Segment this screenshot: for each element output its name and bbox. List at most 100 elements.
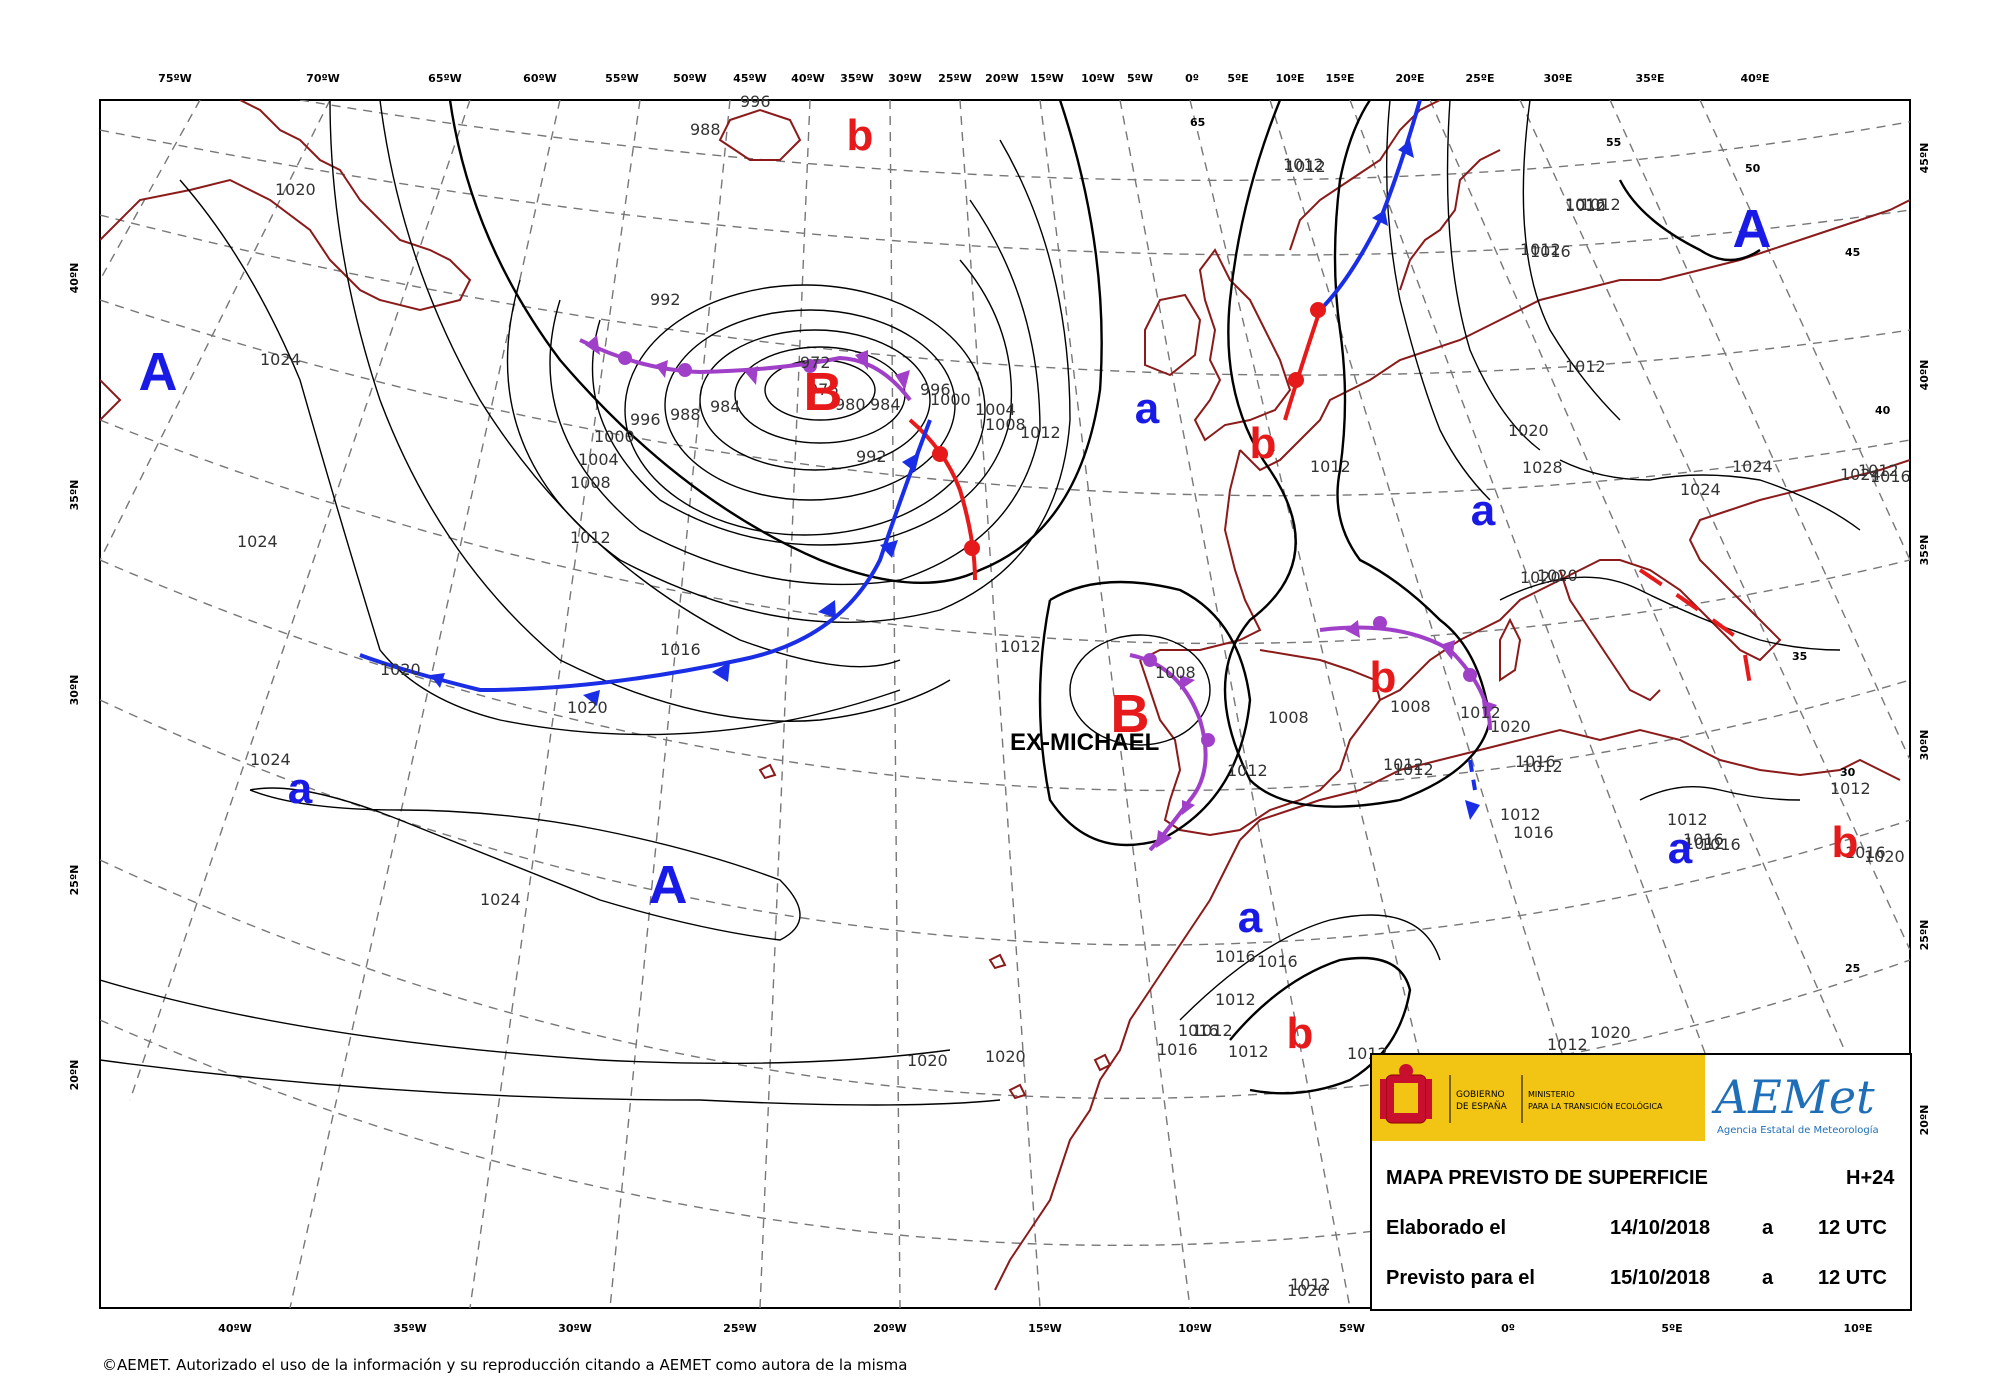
longitude-tick-bottom: 15ºW (1028, 1322, 1062, 1335)
longitude-tick-bottom: 5ºW (1339, 1322, 1365, 1335)
isobar-value-label: 1012 (1283, 155, 1324, 174)
top-longitude-ticks: 75ºW 70ºW 65ºW 60ºW 55ºW 50ºW 45ºW 40ºW 35ºW 30ºW… (158, 72, 1769, 85)
isobar-value-label: 1004 (975, 400, 1016, 419)
occluded-front (579, 338, 912, 402)
longitude-tick-bottom: 0º (1501, 1322, 1515, 1335)
latitude-label: 25 (1845, 962, 1860, 975)
isobar-value-label: 1008 (570, 473, 611, 492)
forecast-range: H+24 (1846, 1167, 1895, 1189)
longitude-tick-top: 40ºW (791, 72, 825, 85)
low-pressure-center: b (1832, 818, 1859, 867)
isobar-value-label: 1012 (1393, 760, 1434, 779)
cold-front (1468, 759, 1477, 791)
longitude-tick-top: 55ºW (605, 72, 639, 85)
longitude-tick-top: 75ºW (158, 72, 192, 85)
isobar-value-label: 1020 (1490, 717, 1531, 736)
svg-text:MINISTERIO: MINISTERIO (1528, 1090, 1575, 1099)
isobar-value-label: 1016 (1257, 952, 1298, 971)
isobar-value-label: 1012 (1310, 457, 1351, 476)
low-pressure-center: b (1250, 419, 1277, 468)
isobar-value-label: 1024 (260, 350, 301, 369)
isobar-value-label: 1020 (567, 698, 608, 717)
isobar-value-label: 996 (920, 380, 951, 399)
coat-of-arms-icon: GOBIERNO DE ESPAÑA MINISTERIO PARA LA TR… (1380, 1064, 1663, 1124)
latitude-tick-right: 45ºN (1918, 143, 1931, 174)
isobar-value-label: 1012 (1500, 805, 1541, 824)
high-pressure-center: A (1733, 199, 1772, 259)
isobar-value-label: 988 (670, 405, 701, 424)
isobar-value-label: 1012 (1000, 637, 1041, 656)
warm-front (1283, 309, 1322, 421)
isobar-value-label: 1012 (1285, 157, 1326, 176)
longitude-tick-bottom: 10ºW (1178, 1322, 1212, 1335)
latitude-tick-left: 20ºN (68, 1060, 81, 1091)
isobar-value-label: 1012 (1020, 423, 1061, 442)
isobar-value-label: 1020 (275, 180, 316, 199)
latitude-tick-right: 40ºN (1918, 360, 1931, 391)
latitude-tick-right: 20ºN (1918, 1105, 1931, 1136)
isobar-value-label: 1012 (1520, 240, 1561, 259)
isobar-value-label: 1000 (594, 427, 635, 446)
isobar-value-label: 1012 (1830, 779, 1871, 798)
isobar-value-label: 1012 (570, 528, 611, 547)
longitude-tick-bottom: 40ºW (218, 1322, 252, 1335)
cold-front (359, 419, 932, 693)
isobar-value-label: 1016 (1157, 1040, 1198, 1059)
isobar-value-label: 1016 (1845, 843, 1886, 862)
isobar-value-label: 1008 (1155, 663, 1196, 682)
isobar-value-label: 1020 (1287, 1281, 1328, 1300)
longitude-tick-top: 35ºW (840, 72, 874, 85)
elaborated-label: Elaborado el (1386, 1217, 1507, 1239)
longitude-tick-top: 25ºE (1465, 72, 1494, 85)
aemet-logo-text: AEMet (1711, 1070, 1875, 1124)
isobar-value-label: 1012 (1565, 357, 1606, 376)
bottom-longitude-ticks: 40ºW 35ºW 30ºW 25ºW 20ºW 15ºW 10ºW 5ºW 0º 5ºE 10ºE (218, 1322, 1872, 1335)
isobar-value-label: 1012 (1228, 1042, 1269, 1061)
latitude-tick-left: 35ºN (68, 480, 81, 511)
right-latitude-ticks: 45ºN 40ºN 35ºN 30ºN 25ºN 20ºN (1918, 143, 1931, 1136)
isobar-value-label: 1012 (1565, 196, 1606, 215)
isobar-value-label: 1012 (1383, 755, 1424, 774)
isobar-value-label: 1016 (1683, 830, 1724, 849)
longitude-tick-top: 40ºE (1740, 72, 1769, 85)
front-symbols (430, 140, 1497, 848)
isobar-value-label: 1024 (480, 890, 521, 909)
isobar-value-label: 1016 (1700, 835, 1741, 854)
high-pressure-center: a (1135, 384, 1160, 433)
isobar-value-label: 1004 (578, 450, 619, 469)
latitude-label: 35 (1792, 650, 1807, 663)
isobar-value-label: 1012 (1858, 461, 1899, 480)
aemet-logo-subtitle: Agencia Estatal de Meteorología (1717, 1124, 1879, 1136)
isobar-value-label: 1012 (1227, 761, 1268, 780)
isobar-value-label: 1024 (1680, 480, 1721, 499)
valid-date: 15/10/2018 (1610, 1267, 1711, 1289)
latitude-tick-left: 40ºN (68, 263, 81, 294)
isobar-value-label: 1020 (907, 1051, 948, 1070)
valid-sep: a (1762, 1267, 1774, 1289)
latitude-label: 30 (1840, 766, 1856, 779)
isobar-value-label: 1012 (1547, 1035, 1588, 1054)
elaborated-time: 12 UTC (1818, 1217, 1887, 1239)
isobar-value-label: 1016 (1513, 823, 1554, 842)
isobar-value-label: 1012 (1580, 195, 1621, 214)
latitude-tick-left: 30ºN (68, 675, 81, 706)
longitude-tick-top: 25ºW (938, 72, 972, 85)
high-pressure-center: A (649, 855, 688, 915)
forecast-info-panel: GOBIERNO DE ESPAÑA MINISTERIO PARA LA TR… (1370, 1053, 1912, 1311)
isobar-value-label: 1020 (1864, 847, 1905, 866)
low-pressure-center: B (1111, 684, 1150, 744)
isobar-value-label: 1020 (1520, 568, 1561, 587)
isobar-value-label: 1016 (1530, 242, 1571, 261)
isobar-value-label: 1020 (1508, 421, 1549, 440)
latitude-label: 50 (1745, 162, 1761, 175)
latitude-label: 45 (1845, 246, 1860, 259)
isobar-value-label: 1020 (1537, 566, 1578, 585)
longitude-tick-top: 30ºW (888, 72, 922, 85)
named-feature-label: EX-MICHAEL (1010, 729, 1159, 756)
inner-latitude-labels: 65 55 50 45 40 35 30 25 (1190, 116, 1891, 975)
isobar-value-label: 980 (835, 395, 866, 414)
latitude-tick-right: 25ºN (1918, 920, 1931, 951)
low-pressure-center: b (1370, 653, 1397, 702)
longitude-tick-top: 45ºW (733, 72, 767, 85)
copyright-notice: ©AEMET. Autorizado el uso de la informac… (102, 1356, 908, 1374)
